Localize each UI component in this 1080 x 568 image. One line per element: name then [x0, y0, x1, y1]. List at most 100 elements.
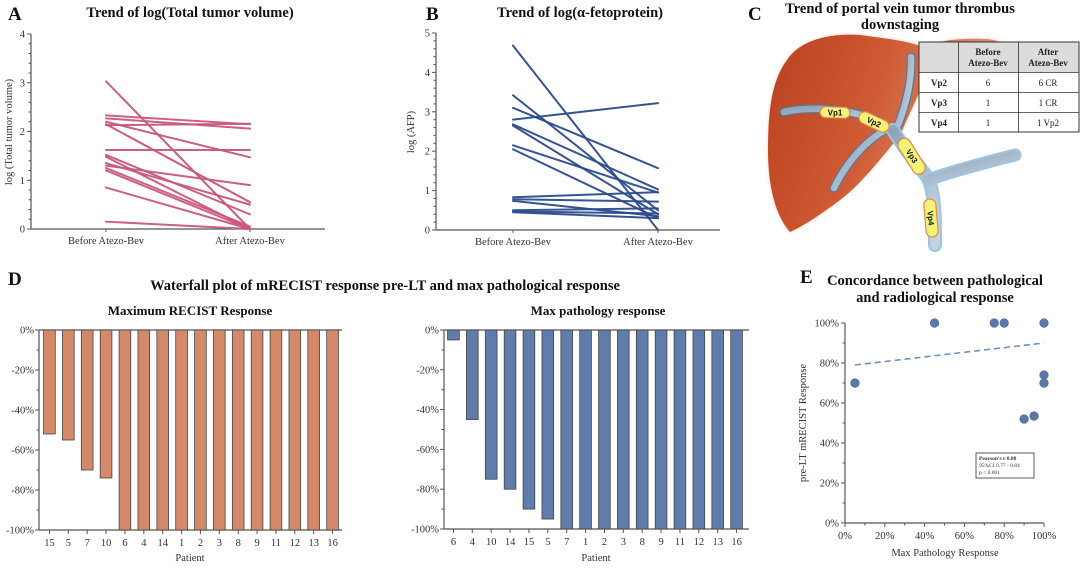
- patient-trend-line: [512, 198, 659, 203]
- trend-line: [854, 342, 1045, 366]
- panel-a-chart: 0 1 2 3 4 log (Total tumor volume) Before At…: [4, 30, 325, 247]
- panel-letter-a: A: [8, 4, 22, 25]
- panel-a-x-tick-before: Before Atezo-Bev: [68, 236, 145, 247]
- thrombus-vp1: Vp1: [819, 106, 851, 119]
- y-tick-label: 1: [425, 186, 430, 197]
- x-tick-label: 7: [85, 538, 90, 549]
- x-tick-label: 40%: [915, 531, 935, 542]
- waterfall-bar: [560, 329, 573, 530]
- x-tick-label: 100%: [1032, 531, 1057, 542]
- y-tick-label: 100%: [815, 319, 840, 330]
- panel-c-title-line2: downstaging: [861, 17, 940, 33]
- table-cell: Vp4: [931, 118, 948, 128]
- x-tick-label: 14: [505, 537, 516, 548]
- y-tick-label: 0%: [20, 326, 34, 337]
- patient-trend-line: [105, 220, 251, 230]
- x-tick-label: 7: [564, 537, 569, 548]
- scatter-y-label: pre-LT mRECIST Response: [798, 364, 809, 483]
- patient-trend-line: [512, 148, 659, 220]
- y-tick-label: 0%: [425, 326, 439, 337]
- waterfall-bar: [598, 329, 611, 530]
- x-tick-label: 5: [545, 537, 550, 548]
- recist-x-label: Patient: [175, 553, 204, 564]
- waterfall-bar: [522, 329, 536, 510]
- x-tick-label: 60%: [955, 531, 975, 542]
- y-tick-label: 1: [20, 176, 25, 187]
- table-header-after-line2: Atezo-Bev: [1028, 58, 1068, 68]
- y-tick-label: 0: [425, 226, 430, 237]
- patient-trend-line: [512, 207, 659, 212]
- waterfall-bar: [99, 329, 113, 479]
- panel-a-x-tick-after: After Atezo-Bev: [215, 236, 285, 247]
- x-tick-label: 11: [271, 538, 281, 549]
- pathology-waterfall-title: Max pathology response: [531, 303, 666, 318]
- patient-trend-line: [512, 144, 659, 194]
- stats-p: p < 0.001: [979, 470, 1000, 476]
- x-tick-label: 8: [640, 537, 645, 548]
- y-tick-label: 2: [20, 127, 25, 138]
- panel-letter-d: D: [8, 269, 22, 290]
- y-tick-label: 3: [20, 78, 25, 89]
- scatter-x-label: Max Pathology Response: [891, 548, 999, 559]
- scatter-point: [1029, 411, 1039, 421]
- x-tick-label: 10: [486, 537, 497, 548]
- y-tick-label: 3: [425, 107, 430, 118]
- stats-pearson: Pearson's r 0.88: [979, 456, 1017, 462]
- x-tick-label: 16: [731, 537, 742, 548]
- scatter-point: [999, 318, 1009, 328]
- x-tick-label: 6: [451, 537, 456, 548]
- table-cell: 1 Vp2: [1037, 118, 1059, 128]
- scatter-point: [1039, 370, 1049, 380]
- waterfall-bar: [466, 329, 479, 420]
- x-tick-label: 3: [217, 538, 222, 549]
- panel-letter-b: B: [426, 4, 439, 25]
- patient-trend-line: [105, 80, 251, 230]
- y-tick-label: 20%: [820, 479, 840, 490]
- y-tick-label: 2: [425, 147, 430, 158]
- waterfall-bar: [579, 329, 592, 530]
- x-tick-label: 0%: [838, 531, 852, 542]
- table-cell: 1: [986, 98, 991, 108]
- x-tick-label: 12: [694, 537, 705, 548]
- recist-waterfall-chart: Maximum RECIST Response 0% -20% -40% -60% -8…: [6, 303, 342, 564]
- patient-trend-line: [105, 120, 251, 159]
- waterfall-bar: [80, 329, 94, 471]
- patient-trend-line: [105, 114, 251, 126]
- panel-b-y-label: log (AFP): [406, 110, 417, 153]
- waterfall-bar: [269, 329, 283, 531]
- panel-d-title: Waterfall plot of mRECIST response pre-L…: [150, 278, 620, 294]
- patient-trend-line: [512, 94, 659, 212]
- table-row: Vp3 1 1 CR: [931, 98, 1057, 108]
- table-cell: 6: [986, 78, 991, 88]
- vp1-label: Vp1: [828, 109, 843, 118]
- x-tick-label: 1: [179, 538, 184, 549]
- scatter-point: [850, 378, 860, 388]
- table-header-after-line1: After: [1038, 47, 1058, 57]
- waterfall-bar: [156, 329, 169, 531]
- y-tick-label: -100%: [411, 525, 439, 536]
- y-tick-label: 4: [425, 68, 431, 79]
- patient-trend-line: [512, 210, 659, 215]
- y-tick-label: -80%: [416, 485, 439, 496]
- x-tick-label: 80%: [995, 531, 1015, 542]
- waterfall-bar: [137, 329, 151, 531]
- panel-b-chart: 0 1 2 3 4 5 log (AFP) Before Atezo-Bev After …: [406, 29, 720, 248]
- waterfall-bar: [250, 329, 264, 531]
- panel-e-title-line1: Concordance between pathological: [827, 273, 1043, 289]
- y-tick-label: -20%: [416, 365, 439, 376]
- x-tick-label: 8: [236, 538, 241, 549]
- x-tick-label: 4: [141, 538, 147, 549]
- thrombus-vp3: Vp3: [897, 137, 926, 175]
- waterfall-bar: [484, 329, 498, 480]
- patient-trend-line: [105, 162, 251, 206]
- table-cell: 6 CR: [1039, 78, 1058, 88]
- x-tick-label: 6: [122, 538, 127, 549]
- patient-trend-line: [105, 186, 251, 230]
- x-tick-label: 1: [583, 537, 588, 548]
- x-tick-label: 2: [198, 538, 203, 549]
- stats-box: Pearson's r 0.88 95%CI 0.77 - 0.84 p < 0…: [975, 452, 1035, 479]
- table-cell: 1 CR: [1039, 98, 1058, 108]
- panel-b-x-tick-after: After Atezo-Bev: [623, 237, 693, 248]
- x-tick-label: 20%: [875, 531, 895, 542]
- waterfall-bar: [692, 329, 706, 530]
